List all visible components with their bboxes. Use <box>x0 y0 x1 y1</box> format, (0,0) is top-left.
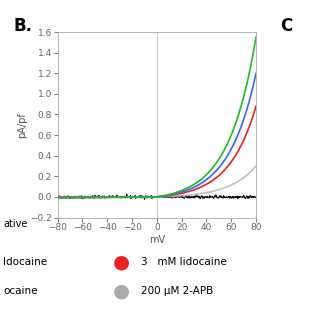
Y-axis label: pA/pf: pA/pf <box>18 112 28 138</box>
Text: B.: B. <box>14 17 33 35</box>
Text: 200 μM 2-APB: 200 μM 2-APB <box>141 286 213 296</box>
X-axis label: mV: mV <box>149 235 165 245</box>
Text: ●: ● <box>113 253 130 272</box>
Text: 3   mM lidocaine: 3 mM lidocaine <box>141 257 227 268</box>
Text: ●: ● <box>113 282 130 301</box>
Text: ative: ative <box>3 219 28 229</box>
Text: C: C <box>280 17 292 35</box>
Text: ldocaine: ldocaine <box>3 257 47 268</box>
Text: ocaine: ocaine <box>3 286 38 296</box>
